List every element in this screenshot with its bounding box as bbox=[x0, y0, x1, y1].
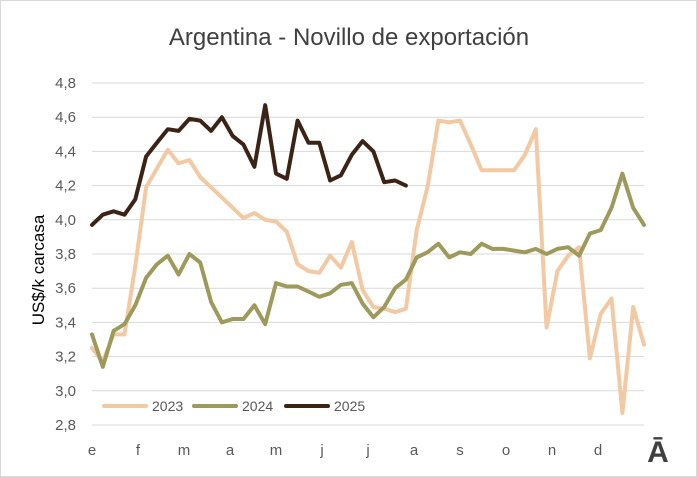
x-tick-label: j bbox=[365, 442, 369, 459]
y-tick-label: 3,8 bbox=[55, 246, 76, 263]
series-line-2023 bbox=[90, 118, 646, 415]
series-line-2025 bbox=[90, 103, 408, 227]
y-tick-label: 3,4 bbox=[55, 314, 76, 331]
series-line-2024 bbox=[90, 171, 646, 369]
x-tick-label: d bbox=[594, 442, 602, 459]
y-axis-ticks: 2,8 3,0 3,2 3,4 3,6 3,8 4,0 4,2 4,4 4,6 4,8 bbox=[55, 75, 76, 434]
y-tick-label: 4,0 bbox=[55, 212, 76, 229]
y-tick-label: 3,6 bbox=[55, 280, 76, 297]
legend-label-2023: 2023 bbox=[152, 398, 183, 414]
y-axis-label: US$/k carcasa bbox=[29, 214, 48, 325]
x-tick-label: j bbox=[319, 442, 323, 459]
x-tick-label: e bbox=[88, 442, 96, 459]
x-tick-label: n bbox=[548, 442, 556, 459]
x-tick-label: f bbox=[136, 442, 141, 459]
x-tick-label: s bbox=[456, 442, 464, 459]
y-tick-label: 4,6 bbox=[55, 109, 76, 126]
y-tick-label: 3,2 bbox=[55, 349, 76, 366]
legend-label-2024: 2024 bbox=[242, 398, 273, 414]
y-tick-label: 2,8 bbox=[55, 417, 76, 434]
x-tick-label: o bbox=[502, 442, 510, 459]
y-tick-label: 4,4 bbox=[55, 143, 76, 160]
legend: 2023 2024 2025 bbox=[102, 398, 365, 414]
legend-label-2025: 2025 bbox=[334, 398, 365, 414]
y-tick-label: 4,8 bbox=[55, 75, 76, 92]
x-tick-label: m bbox=[270, 442, 283, 459]
x-tick-label: m bbox=[178, 442, 191, 459]
chart-title: Argentina - Novillo de exportación bbox=[169, 24, 529, 51]
gridlines bbox=[92, 82, 644, 426]
x-tick-label: a bbox=[226, 442, 235, 459]
brand-logo: Ā bbox=[647, 436, 669, 469]
y-tick-label: 4,2 bbox=[55, 178, 76, 195]
series-lines bbox=[90, 103, 646, 415]
y-tick-label: 3,0 bbox=[55, 383, 76, 400]
x-tick-label: a bbox=[410, 442, 419, 459]
